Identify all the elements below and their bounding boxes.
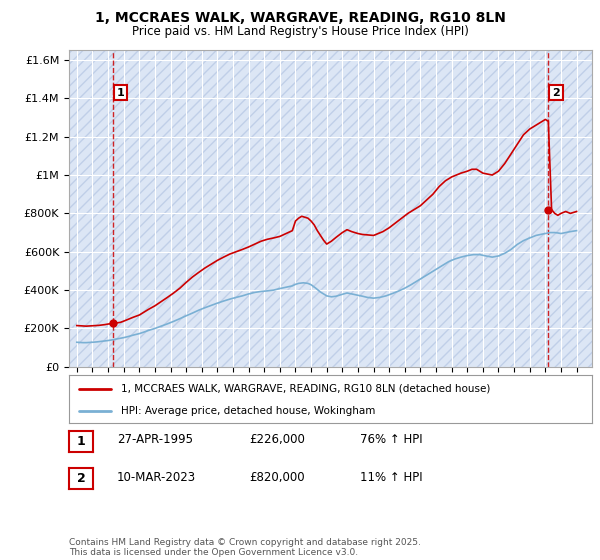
Text: 2: 2 xyxy=(552,87,560,97)
Text: HPI: Average price, detached house, Wokingham: HPI: Average price, detached house, Woki… xyxy=(121,406,376,416)
Text: 10-MAR-2023: 10-MAR-2023 xyxy=(117,470,196,484)
Text: Contains HM Land Registry data © Crown copyright and database right 2025.
This d: Contains HM Land Registry data © Crown c… xyxy=(69,538,421,557)
Text: £226,000: £226,000 xyxy=(249,433,305,446)
Text: 27-APR-1995: 27-APR-1995 xyxy=(117,433,193,446)
Text: £820,000: £820,000 xyxy=(249,470,305,484)
Text: 1, MCCRAES WALK, WARGRAVE, READING, RG10 8LN: 1, MCCRAES WALK, WARGRAVE, READING, RG10… xyxy=(95,11,505,25)
Text: 11% ↑ HPI: 11% ↑ HPI xyxy=(360,470,422,484)
Text: Price paid vs. HM Land Registry's House Price Index (HPI): Price paid vs. HM Land Registry's House … xyxy=(131,25,469,38)
Bar xyxy=(69,50,592,367)
Text: 2: 2 xyxy=(77,472,85,486)
Text: 76% ↑ HPI: 76% ↑ HPI xyxy=(360,433,422,446)
Text: 1: 1 xyxy=(77,435,85,448)
Text: 1: 1 xyxy=(117,87,125,97)
Text: 1, MCCRAES WALK, WARGRAVE, READING, RG10 8LN (detached house): 1, MCCRAES WALK, WARGRAVE, READING, RG10… xyxy=(121,384,491,394)
